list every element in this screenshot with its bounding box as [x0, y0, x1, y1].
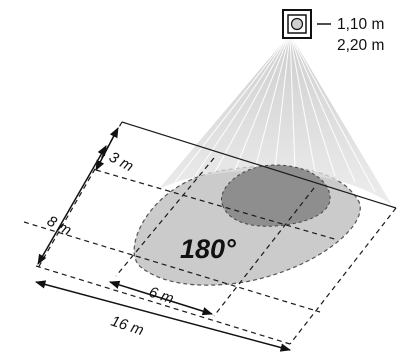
cone-rays: [174, 33, 376, 193]
angle-label: 180°: [180, 234, 236, 264]
sensor-cone: [158, 34, 392, 205]
height-label-2: 2,20 m: [337, 37, 384, 54]
dimension-arrows: [34, 127, 292, 352]
arrow-8m: [37, 145, 107, 265]
arrow-16m: [34, 280, 292, 352]
label-16m: 16 m: [109, 313, 146, 339]
label-6m: 6 m: [147, 284, 176, 308]
sensor-device: [282, 9, 312, 39]
height-label-1: 1,10 m: [337, 16, 384, 33]
label-3m: 3 m: [106, 149, 136, 176]
sensor-lens-icon: [290, 17, 304, 31]
inner-detection-zone: [221, 164, 331, 227]
